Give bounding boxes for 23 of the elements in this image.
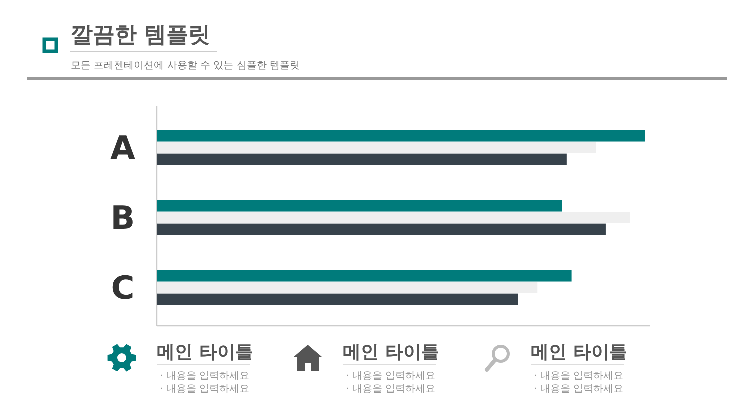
text: · 내용을 입력하세요 — [534, 384, 624, 395]
text: 메인 타이틀 — [343, 342, 440, 363]
bar — [157, 294, 518, 306]
bar — [157, 270, 572, 282]
chart-title: 깔끔한 템플릿 — [71, 23, 211, 48]
bar — [157, 154, 567, 166]
y-tick-label: A — [110, 129, 136, 167]
y-tick-label: C — [111, 269, 135, 307]
text: · 내용을 입력하세요 — [160, 384, 250, 395]
text: · 내용을 입력하세요 — [534, 371, 624, 382]
bar — [157, 142, 596, 154]
text: · 내용을 입력하세요 — [346, 384, 436, 395]
bar — [157, 130, 645, 142]
bar — [157, 282, 538, 294]
text: · 내용을 입력하세요 — [160, 371, 250, 382]
text: 메인 타이틀 — [531, 342, 628, 363]
chart-subtitle: 모든 프레젠테이션에 사용할 수 있는 심플한 템플릿 — [71, 60, 300, 72]
y-tick-label: B — [110, 199, 136, 237]
bar — [157, 224, 606, 236]
bar — [157, 212, 630, 224]
text: · 내용을 입력하세요 — [346, 371, 436, 382]
bar — [157, 200, 562, 212]
text: 메인 타이틀 — [157, 342, 254, 363]
